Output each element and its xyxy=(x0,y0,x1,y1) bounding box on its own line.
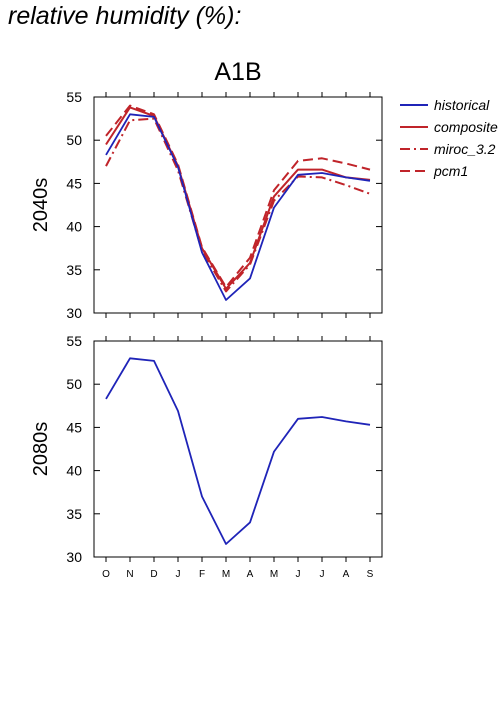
x-tick-label: J xyxy=(320,569,325,580)
plot-frame-1 xyxy=(93,96,383,314)
y-axis-label-2: 2080s xyxy=(30,422,52,477)
y-axis-label-1: 2040s xyxy=(30,178,52,233)
y-tick-label: 55 xyxy=(66,333,82,349)
y-tick-label: 40 xyxy=(66,463,82,479)
page-title: relative humidity (%): xyxy=(8,2,242,30)
y-tick-label: 30 xyxy=(66,549,82,565)
legend-label-pcm1: pcm1 xyxy=(433,163,468,179)
x-tick-label: D xyxy=(150,569,157,580)
legend-label-composite: composite xyxy=(434,119,498,135)
x-tick-label: N xyxy=(126,569,133,580)
x-tick-label: A xyxy=(343,569,350,580)
series-line-pcm1-1 xyxy=(105,104,371,289)
series-line-historical-2 xyxy=(105,357,371,545)
y-tick-label: 40 xyxy=(66,219,82,235)
y-tick-label: 30 xyxy=(66,305,82,321)
y-tick-label: 45 xyxy=(66,175,82,191)
x-tick-label: A xyxy=(247,569,254,580)
series-line-miroc-3-2-1 xyxy=(105,117,371,293)
plot-frame-2 xyxy=(93,340,383,558)
x-tick-label: M xyxy=(270,569,278,580)
x-tick-label: M xyxy=(222,569,230,580)
x-tick-label: J xyxy=(176,569,181,580)
y-tick-label: 35 xyxy=(66,506,82,522)
legend-label-historical: historical xyxy=(434,97,490,113)
x-tick-label: S xyxy=(367,569,374,580)
y-tick-label: 50 xyxy=(66,376,82,392)
x-tick-label: O xyxy=(102,569,110,580)
x-tick-label: F xyxy=(199,569,205,580)
series-line-composite-1 xyxy=(105,106,371,290)
y-tick-label: 50 xyxy=(66,132,82,148)
y-tick-label: 55 xyxy=(66,89,82,105)
y-tick-label: 45 xyxy=(66,419,82,435)
y-tick-label: 35 xyxy=(66,262,82,278)
series-line-historical-1 xyxy=(105,113,371,301)
x-tick-label: J xyxy=(296,569,301,580)
chart-title-1: A1B xyxy=(214,58,261,86)
legend-label-miroc-3-2: miroc_3.2 xyxy=(434,141,496,157)
